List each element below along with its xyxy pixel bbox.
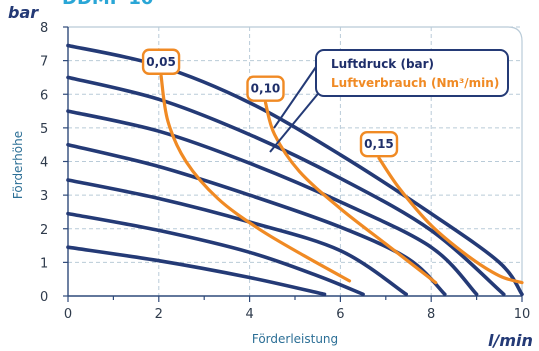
legend-item-air: Luftverbrauch (Nm³/min) (331, 76, 499, 90)
pressure-curve-3 (66, 109, 479, 297)
y-tick-label: 6 (40, 88, 48, 103)
y-tick-label: 0 (40, 290, 48, 305)
legend-pointer-2 (269, 83, 327, 153)
legend-item-pressure: Luftdruck (bar) (331, 57, 434, 71)
y-tick-label: 3 (40, 189, 48, 204)
pressure-curve-5 (66, 178, 408, 297)
air-curve-3 (377, 156, 524, 285)
x-tick-label: 0 (64, 307, 72, 322)
legend-box (315, 49, 509, 97)
legend-pointer-1 (273, 63, 319, 129)
x-axis-unit: l/min (488, 331, 533, 350)
x-tick-label: 6 (336, 307, 344, 322)
pressure-curve-6 (66, 211, 365, 297)
air-tag-box-1 (141, 48, 181, 75)
air-tag-label-3: 0,15 (364, 137, 394, 151)
pressure-curve-2 (66, 75, 506, 297)
y-axis-unit: bar (8, 3, 39, 22)
pressure-curve-7 (66, 245, 327, 297)
y-tick-label: 4 (40, 156, 48, 171)
air-tag-box-3 (359, 130, 399, 158)
air-tag-label-2: 0,10 (251, 82, 281, 96)
air-consumption-tags: 0,05 0,10 0,15 (141, 48, 399, 158)
pressure-curve-4 (66, 142, 447, 297)
x-tick-label: 4 (245, 307, 253, 322)
chart-title: DDMF 10 (62, 0, 153, 9)
air-consumption-curves (159, 74, 524, 285)
plot-frame (68, 26, 523, 296)
air-curve-2 (263, 101, 438, 285)
y-tick-label: 2 (40, 223, 48, 238)
x-axis-label: Förderleistung (252, 332, 338, 346)
axes (63, 26, 523, 302)
air-tag-box-2 (246, 75, 285, 102)
y-tick-label: 8 (40, 21, 48, 36)
x-tick-label: 8 (427, 307, 435, 322)
y-tick-label: 5 (40, 122, 48, 137)
air-tag-label-1: 0,05 (146, 55, 176, 69)
legend: Luftdruck (bar) Luftverbrauch (Nm³/min) (269, 49, 509, 153)
air-curve-1 (159, 74, 352, 283)
y-tick-label: 7 (40, 55, 48, 70)
y-axis-label: Förderhöhe (11, 131, 25, 199)
x-tick-label: 2 (155, 307, 163, 322)
tick-labels: 0 1 2 3 4 5 6 7 8 0 2 4 6 8 10 (40, 21, 530, 322)
x-tick-label: 10 (514, 307, 531, 322)
y-tick-label: 1 (40, 256, 48, 271)
